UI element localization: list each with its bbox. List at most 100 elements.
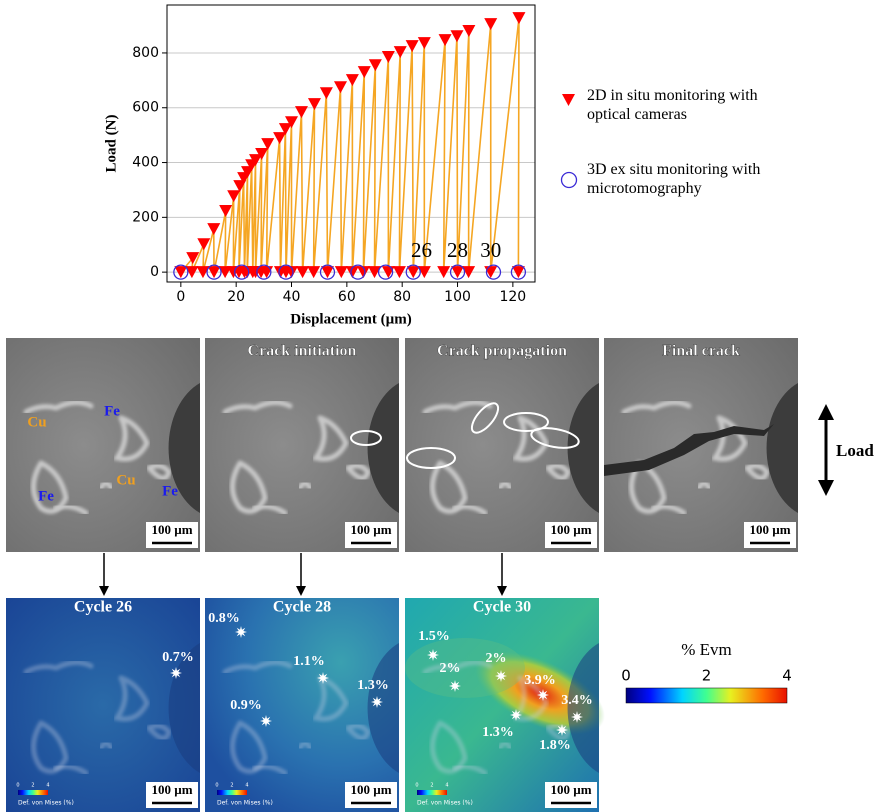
marker-triangle <box>406 266 420 279</box>
marker-triangle <box>333 81 347 94</box>
particle <box>297 480 313 491</box>
panel-title: Cycle 30 <box>473 599 531 616</box>
marker-triangle <box>381 51 395 64</box>
y-tick-label: 600 <box>132 100 159 116</box>
legend-entry: 3D ex situ monitoring with microtomograp… <box>587 161 761 197</box>
strain-map-image <box>6 598 200 812</box>
particle <box>98 480 114 491</box>
particle <box>112 415 150 462</box>
marker-triangle <box>462 266 476 279</box>
marker-triangle <box>185 266 199 279</box>
marker-circle <box>377 264 394 280</box>
scale-bar-label: 100 µm <box>151 782 192 797</box>
measure-point <box>235 626 247 638</box>
strain-map: Cycle 30 1.5% 2% 3.9% 3.4% 2% 1.3% 1.8% 0 2 4 Def. … <box>405 598 605 812</box>
marker-triangle <box>174 266 188 279</box>
marker-triangle <box>320 266 334 279</box>
particle <box>23 400 94 415</box>
x-tick-label: 20 <box>227 289 245 305</box>
legend-entry: 2D in situ monitoring with optical camer… <box>587 87 758 123</box>
marker-circle <box>173 264 189 280</box>
marker-triangle <box>392 266 406 279</box>
marker-triangle <box>356 266 370 279</box>
particle <box>252 763 288 776</box>
measure-point <box>170 667 182 679</box>
marker-triangle <box>255 148 269 161</box>
warm-zone <box>405 638 525 698</box>
marker-triangle <box>438 34 452 47</box>
particle <box>511 675 549 722</box>
micrograph: Crack initiation 100 µm <box>205 338 399 552</box>
measure-point <box>537 689 549 701</box>
marker-circle <box>405 264 421 280</box>
mini-colorbar-label: Def. von Mises (%) <box>18 800 74 807</box>
phase-label: Fe <box>162 483 178 499</box>
measure-point <box>510 709 522 721</box>
marker-triangle <box>294 106 308 119</box>
particle <box>222 400 293 415</box>
crack <box>604 424 774 476</box>
marker-triangle <box>207 266 221 279</box>
marker-triangle <box>186 252 200 265</box>
colorbar-tick-label: 2 <box>702 667 712 685</box>
mini-colorbar-tick: 0 <box>215 783 218 789</box>
particle <box>430 460 468 514</box>
notch <box>168 383 200 513</box>
y-tick-label: 800 <box>132 45 159 61</box>
cycle-annotation: 28 <box>447 238 468 262</box>
notch <box>367 643 399 773</box>
notch <box>567 643 599 773</box>
marker-triangle <box>249 154 263 167</box>
colorbar-tick-label: 0 <box>621 667 631 685</box>
arrow-head <box>99 586 109 596</box>
mini-colorbar-tick: 4 <box>46 783 49 789</box>
particle <box>452 503 488 516</box>
mini-colorbar-tick: 2 <box>430 783 433 789</box>
strain-value: 1.8% <box>539 738 571 753</box>
particle <box>545 723 571 741</box>
particle <box>31 460 69 514</box>
particle <box>422 660 493 675</box>
panel-title: Cycle 28 <box>273 599 331 616</box>
particle <box>629 460 667 514</box>
load-label: Load <box>836 441 874 460</box>
x-axis-label: Displacement (µm) <box>290 311 412 327</box>
marker-triangle <box>218 266 232 279</box>
marker-triangle <box>368 266 382 279</box>
marker-triangle <box>417 37 431 50</box>
strain-value: 1.3% <box>482 725 514 740</box>
x-tick-label: 60 <box>338 289 356 305</box>
particle <box>621 400 692 415</box>
strain-value: 3.9% <box>524 673 556 688</box>
strain-map: Cycle 26 0.7% 0 2 4 Def. von Mises (%) 100 µm <box>6 598 200 812</box>
particle <box>23 660 94 675</box>
particle <box>230 460 268 514</box>
particle <box>297 740 313 751</box>
panel-title: Crack initiation <box>248 343 357 360</box>
mini-colorbar-tick: 0 <box>415 783 418 789</box>
particle <box>651 503 687 516</box>
mini-colorbar-tick: 4 <box>445 783 448 789</box>
marker-triangle <box>462 25 476 38</box>
crack-marker <box>503 412 549 432</box>
mini-colorbar-tick: 4 <box>245 783 248 789</box>
panel-title: Cycle 26 <box>74 599 132 616</box>
measure-point <box>371 696 383 708</box>
marker-circle <box>510 264 527 280</box>
x-tick-label: 40 <box>283 289 301 305</box>
particle <box>345 463 371 481</box>
marker-triangle <box>357 66 371 79</box>
measure-point <box>495 670 507 682</box>
strain-value: 0.8% <box>208 611 240 626</box>
arrow-head <box>818 480 834 496</box>
marker-triangle <box>273 132 287 145</box>
cycle-annotation: 30 <box>480 238 501 262</box>
x-tick-label: 0 <box>176 289 185 305</box>
colorbar-tick-label: 4 <box>782 667 792 685</box>
micrograph: Cu Fe Cu Fe Fe 100 µm <box>6 338 200 552</box>
x-tick-label: 120 <box>499 289 526 305</box>
x-tick-label: 100 <box>444 289 471 305</box>
mini-colorbar <box>217 790 247 795</box>
mini-colorbar <box>18 790 48 795</box>
particle <box>311 675 349 722</box>
